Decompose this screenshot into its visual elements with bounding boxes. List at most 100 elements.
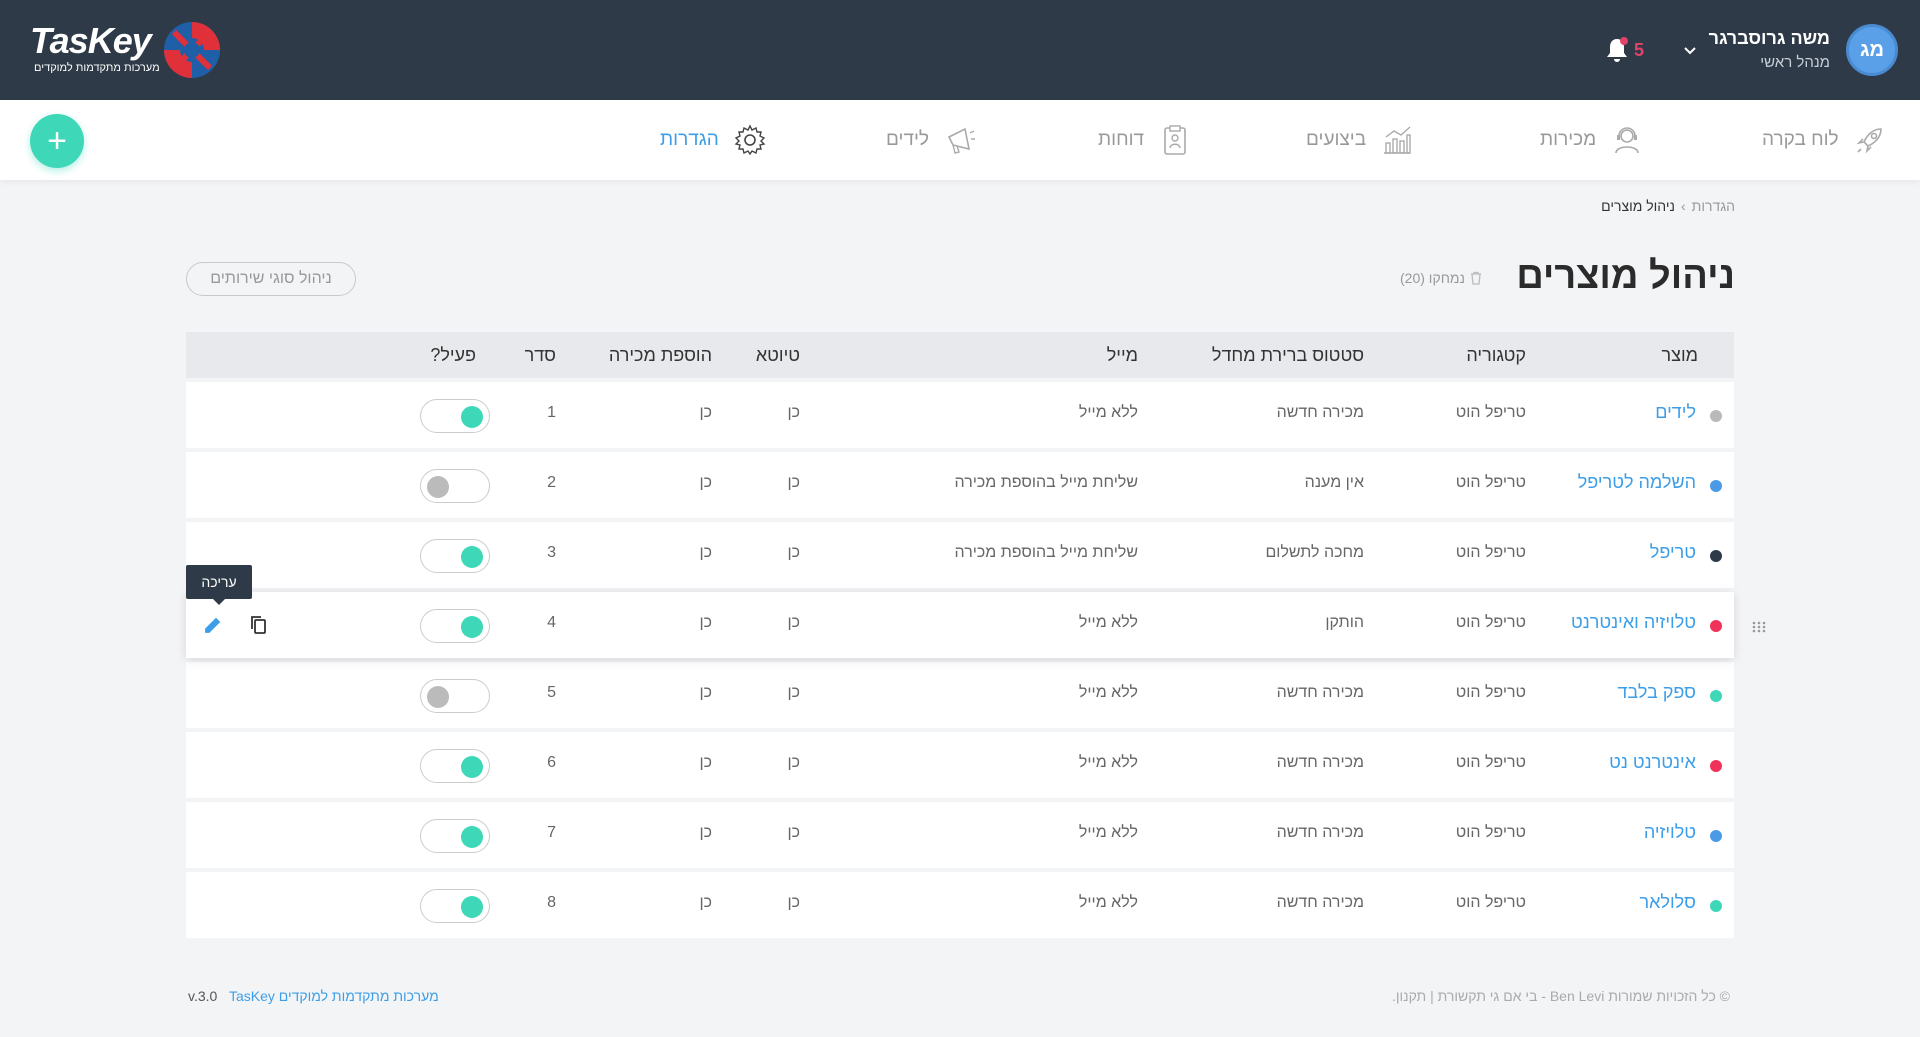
add-sale-cell: כן	[699, 474, 712, 491]
product-color-dot	[1710, 620, 1722, 632]
table-row[interactable]: טלויזיה ואינטרנט טריפל הוט הותקן ללא מייל כן…	[186, 592, 1766, 658]
status-cell: מכירה חדשה	[1276, 684, 1364, 701]
draft-cell: כן	[787, 474, 800, 491]
toggle-knob	[461, 826, 483, 848]
product-name-link[interactable]: סלולאר	[1639, 892, 1696, 912]
active-toggle[interactable]	[420, 889, 490, 923]
deleted-items-link[interactable]: נמחקו (20)	[1400, 270, 1483, 286]
table-row[interactable]: השלמה לטריפל טריפל הוט אין מענה שליחת מייל …	[186, 452, 1734, 518]
status-cell: אין מענה	[1304, 474, 1364, 491]
product-name-link[interactable]: ספק בלבד	[1617, 682, 1696, 702]
category-cell: טריפל הוט	[1455, 754, 1526, 771]
status-cell: הותקן	[1325, 614, 1364, 631]
breadcrumb-separator: ›	[1680, 198, 1686, 214]
active-toggle[interactable]	[420, 539, 490, 573]
nav-dashboard[interactable]: לוח בקרה	[1762, 120, 1887, 160]
breadcrumb-parent[interactable]: הגדרות	[1691, 198, 1735, 214]
top-header: TasKey מערכות מתקדמות למוקדים 5 משה גרוס…	[0, 0, 1920, 100]
nav-settings[interactable]: הגדרות	[660, 120, 767, 160]
active-toggle[interactable]	[420, 609, 490, 643]
trash-icon	[1470, 271, 1481, 285]
deleted-items-label: נמחקו (20)	[1400, 270, 1465, 286]
header-product[interactable]: מוצר	[1661, 345, 1698, 365]
product-name-link[interactable]: השלמה לטריפל	[1577, 472, 1696, 492]
drag-handle-icon[interactable]	[1752, 619, 1766, 633]
order-cell: 1	[547, 404, 556, 421]
header-default-status[interactable]: סטטוס ברירת מחדל	[1211, 345, 1364, 365]
draft-cell: כן	[787, 894, 800, 911]
active-toggle[interactable]	[420, 679, 490, 713]
mail-cell: ללא מייל	[1078, 684, 1138, 701]
order-cell: 4	[547, 614, 556, 631]
copy-icon[interactable]	[248, 614, 270, 636]
bell-icon[interactable]	[1604, 36, 1630, 64]
product-name-link[interactable]: טלויזיה	[1643, 822, 1696, 842]
nav-label: לוח בקרה	[1762, 129, 1839, 150]
table-row[interactable]: לידים טריפל הוט מכירה חדשה ללא מייל כן כן 1	[186, 382, 1734, 448]
table-row[interactable]: סלולאר טריפל הוט מכירה חדשה ללא מייל כן כן 8	[186, 872, 1734, 938]
add-sale-cell: כן	[699, 544, 712, 561]
table-row[interactable]: ספק בלבד טריפל הוט מכירה חדשה ללא מייל כן כן 5	[186, 662, 1734, 728]
user-name[interactable]: משה גרוסברגר	[1708, 28, 1830, 48]
notification-count[interactable]: 5	[1634, 40, 1645, 60]
logo[interactable]: TasKey מערכות מתקדמות למוקדים	[30, 18, 230, 84]
status-cell: מחכה לתשלום	[1265, 544, 1364, 561]
bar-chart-icon	[1384, 126, 1411, 154]
manage-service-types-button[interactable]: ניהול סוגי שירותים	[186, 262, 356, 296]
category-cell: טריפל הוט	[1455, 824, 1526, 841]
header-order[interactable]: סדר	[524, 345, 556, 365]
footer-brand: v.3.0 TasKey מערכות מתקדמות למוקדים	[188, 988, 439, 1004]
active-toggle[interactable]	[420, 399, 490, 433]
active-toggle[interactable]	[420, 469, 490, 503]
active-toggle[interactable]	[420, 749, 490, 783]
user-role: מנהל ראשי	[1760, 54, 1830, 71]
active-toggle[interactable]	[420, 819, 490, 853]
header-active[interactable]: פעיל?	[430, 345, 476, 365]
add-button[interactable]: +	[30, 114, 84, 168]
product-color-dot	[1710, 760, 1722, 772]
nav-performance[interactable]: ביצועים	[1306, 120, 1414, 160]
pencil-icon[interactable]	[202, 614, 224, 636]
category-cell: טריפל הוט	[1455, 404, 1526, 421]
header-add-sale[interactable]: הוספת מכירה	[608, 345, 712, 365]
header-mail[interactable]: מייל	[1106, 345, 1138, 365]
status-cell: מכירה חדשה	[1276, 404, 1364, 421]
add-sale-cell: כן	[699, 684, 712, 701]
nav-sales[interactable]: מכירות	[1540, 120, 1644, 160]
table-row[interactable]: טריפל טריפל הוט מחכה לתשלום שליחת מייל בהוס…	[186, 522, 1734, 588]
draft-cell: כן	[787, 824, 800, 841]
breadcrumb: הגדרות › ניהול מוצרים	[1601, 198, 1735, 214]
product-name-link[interactable]: אינטרנט נט	[1609, 752, 1696, 772]
toggle-knob	[461, 756, 483, 778]
logo-subtitle: מערכות מתקדמות למוקדים	[34, 62, 160, 74]
table-row[interactable]: אינטרנט נט טריפל הוט מכירה חדשה ללא מייל כן כ…	[186, 732, 1734, 798]
product-name-link[interactable]: לידים	[1655, 402, 1696, 422]
footer-copyright[interactable]: © כל הזכויות שמורות Ben Levi - בי אם גי …	[1391, 988, 1730, 1004]
toggle-knob	[461, 616, 483, 638]
nav-reports[interactable]: דוחות	[1098, 120, 1192, 160]
avatar[interactable]: מג	[1846, 24, 1898, 76]
mail-cell: ללא מייל	[1078, 614, 1138, 631]
header-category[interactable]: קטגוריה	[1466, 345, 1526, 365]
draft-cell: כן	[787, 404, 800, 421]
logo-text: TasKey	[30, 20, 152, 61]
draft-cell: כן	[787, 754, 800, 771]
mail-cell: ללא מייל	[1078, 824, 1138, 841]
product-name-link[interactable]: טלויזיה ואינטרנט	[1571, 612, 1696, 632]
products-table: מוצר קטגוריה סטטוס ברירת מחדל מייל טיוטא…	[186, 332, 1766, 938]
header-draft[interactable]: טיוטא	[755, 345, 800, 365]
product-color-dot	[1710, 690, 1722, 702]
product-color-dot	[1710, 900, 1722, 912]
mail-cell: ללא מייל	[1078, 754, 1138, 771]
chevron-down-icon[interactable]	[1680, 40, 1700, 60]
product-color-dot	[1710, 410, 1722, 422]
status-cell: מכירה חדשה	[1276, 894, 1364, 911]
footer-brand-link[interactable]: TasKey מערכות מתקדמות למוקדים	[228, 988, 439, 1004]
product-name-link[interactable]: טריפל	[1649, 542, 1696, 562]
table-row[interactable]: טלויזיה טריפל הוט מכירה חדשה ללא מייל כן כן 7	[186, 802, 1734, 868]
category-cell: טריפל הוט	[1455, 474, 1526, 491]
order-cell: 2	[547, 474, 556, 491]
nav-leads[interactable]: לידים	[886, 120, 977, 160]
toggle-knob	[461, 546, 483, 568]
mail-cell: ללא מייל	[1078, 894, 1138, 911]
